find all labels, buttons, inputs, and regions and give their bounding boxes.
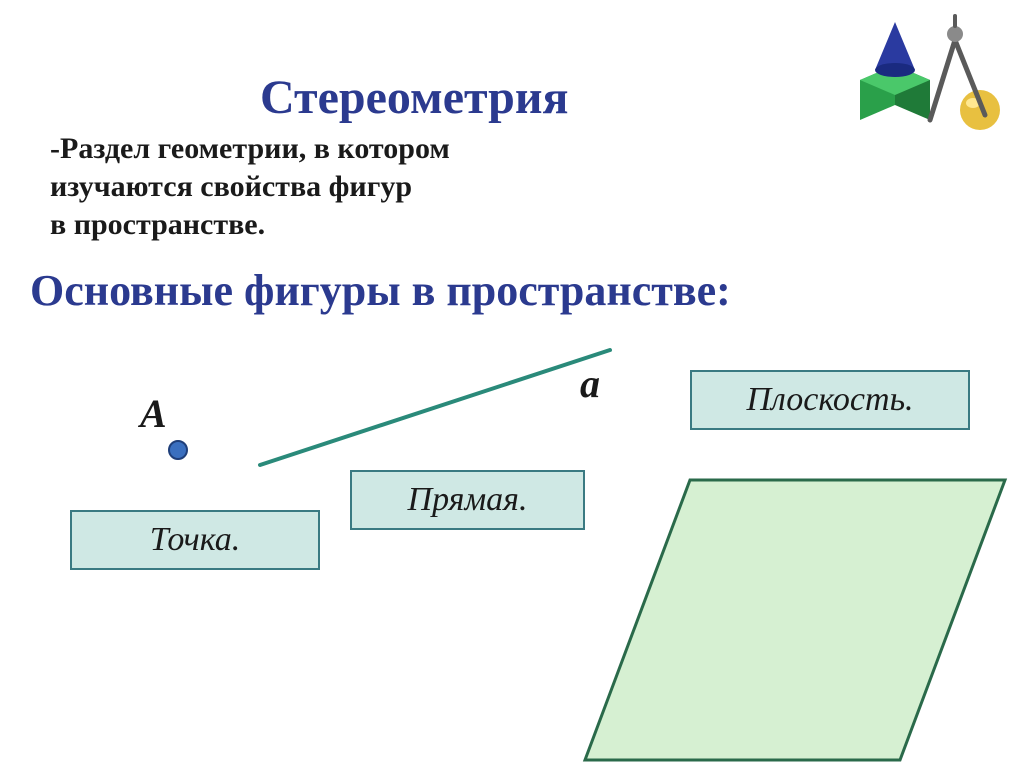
plane-box: Плоскость. [690,370,970,430]
line-box: Прямая. [350,470,585,530]
plane-box-text: Плоскость. [746,381,913,419]
definition-line-1: -Раздел геометрии, в котором [50,130,450,168]
geometry-clipart-icon [840,10,1010,140]
line-shape [260,350,610,465]
plane-shape [585,480,1005,760]
point-box-text: Точка. [150,521,241,559]
page-title: Стереометрия [260,70,568,125]
point-shape [169,441,187,459]
line-label-a: a [580,360,600,407]
definition-text: -Раздел геометрии, в котором изучаются с… [50,130,450,244]
point-label-A: A [140,390,167,437]
plane-label-alpha: α [900,545,928,603]
cone-icon [875,22,915,77]
section-heading: Основные фигуры в пространстве: [30,265,731,316]
point-box: Точка. [70,510,320,570]
line-box-text: Прямая. [408,481,528,519]
definition-line-3: в пространстве. [50,206,450,244]
definition-line-2: изучаются свойства фигур [50,168,450,206]
